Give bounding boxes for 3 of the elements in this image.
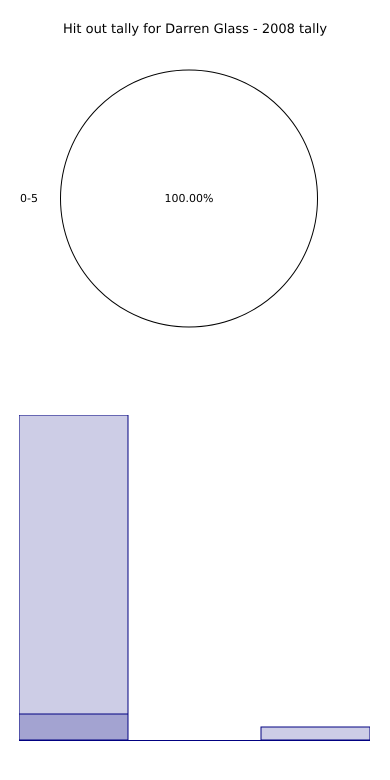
slice-label: 0-5 (20, 192, 38, 205)
chart-title: Hit out tally for Darren Glass - 2008 tally (63, 22, 328, 37)
data-label: 100.00% (164, 192, 214, 205)
